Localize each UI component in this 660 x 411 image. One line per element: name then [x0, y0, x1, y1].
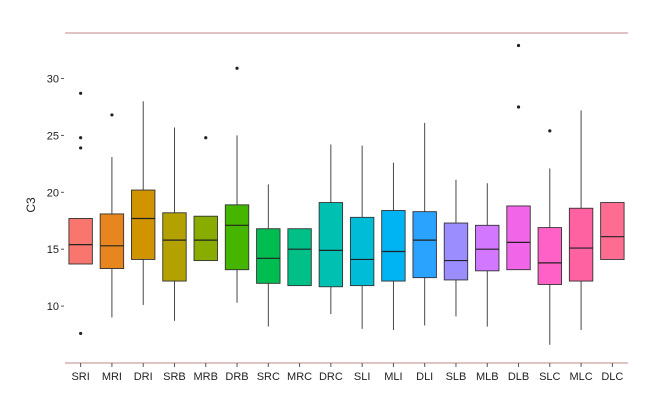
box-iqr: [600, 202, 625, 260]
x-tick-label: DLB: [508, 371, 529, 383]
box-iqr: [99, 213, 125, 270]
x-tick-label: SLC: [539, 371, 560, 383]
box-dlc: [600, 202, 625, 260]
box-slb: [443, 179, 469, 317]
box-iqr: [506, 205, 531, 271]
outlier-point: [235, 66, 239, 70]
y-tick-label: 10: [47, 301, 59, 313]
y-tick-label: 25: [47, 130, 59, 142]
box-mli: [381, 162, 406, 330]
box-srb: [162, 127, 187, 321]
x-tick-label: DLC: [601, 371, 623, 383]
box-iqr: [131, 189, 156, 260]
box-iqr: [412, 211, 437, 279]
outlier-point: [79, 136, 83, 140]
x-tick-label: SLI: [354, 371, 371, 383]
box-slc: [537, 129, 562, 345]
x-tick-label: MRI: [102, 371, 122, 383]
box-drb: [224, 66, 250, 303]
box-iqr: [68, 218, 93, 265]
box-iqr: [568, 207, 594, 282]
y-tick-label: 30: [47, 74, 59, 86]
x-tick-label: SRI: [71, 371, 89, 383]
box-series: [68, 43, 625, 345]
box-iqr: [349, 216, 375, 287]
box-mrc: [287, 228, 312, 287]
x-tick-label: MLI: [384, 371, 402, 383]
y-axis-title: C3: [24, 197, 38, 213]
x-tick-label: MRC: [287, 371, 312, 383]
box-dlb: [506, 43, 531, 271]
x-tick-label: DRI: [134, 371, 153, 383]
box-iqr: [318, 202, 344, 288]
y-tick-label: 15: [47, 244, 59, 256]
box-mri: [99, 113, 125, 318]
box-mlb: [475, 183, 500, 327]
y-axis: 10 15 20 25 30: [47, 74, 64, 313]
outlier-point: [110, 113, 114, 117]
x-axis: SRI MRI DRI SRB MRB DRB SRC MRC DRC SLI MLI DLI SLB M…: [71, 363, 623, 383]
box-sri: [68, 91, 93, 336]
box-iqr: [162, 212, 187, 282]
box-mlc: [568, 110, 594, 330]
box-src: [256, 184, 281, 327]
box-dri: [131, 101, 156, 305]
outlier-point: [516, 43, 521, 48]
outlier-point: [79, 91, 83, 95]
box-drc: [318, 144, 344, 315]
box-mrb: [193, 136, 218, 262]
x-tick-label: MLC: [569, 371, 592, 383]
box-iqr: [475, 224, 500, 272]
outlier-point: [204, 136, 208, 140]
box-iqr: [256, 228, 281, 284]
x-tick-label: SLB: [446, 371, 467, 383]
x-tick-label: MLB: [476, 371, 499, 383]
box-iqr: [443, 222, 469, 281]
outlier-point: [79, 331, 83, 336]
box-iqr: [381, 210, 406, 282]
x-tick-label: DLI: [416, 371, 433, 383]
box-iqr: [193, 215, 218, 262]
x-tick-label: MRB: [194, 371, 218, 383]
outlier-point: [79, 146, 83, 150]
box-iqr: [287, 228, 312, 287]
box-sli: [349, 145, 375, 329]
box-iqr: [224, 204, 250, 271]
x-tick-label: SRC: [257, 371, 280, 383]
x-tick-label: DRC: [319, 371, 343, 383]
x-tick-label: DRB: [225, 371, 248, 383]
outlier-point: [548, 129, 552, 133]
y-tick-label: 20: [47, 187, 59, 199]
box-iqr: [537, 227, 562, 285]
box-dli: [412, 122, 437, 326]
outlier-point: [516, 105, 521, 109]
x-tick-label: SRB: [163, 371, 186, 383]
